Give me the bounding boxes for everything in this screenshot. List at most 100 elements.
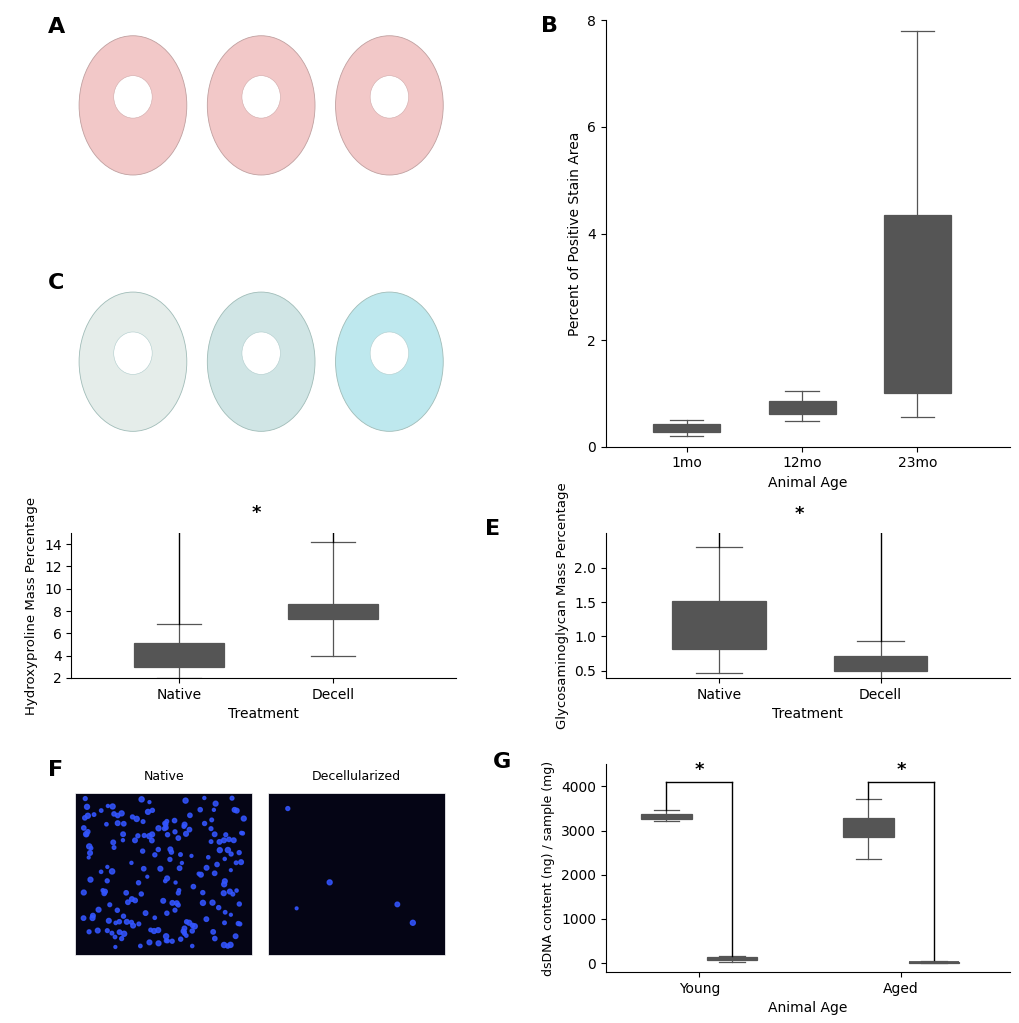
Point bbox=[111, 924, 127, 940]
Point bbox=[219, 938, 235, 954]
Point bbox=[147, 847, 163, 863]
Point bbox=[97, 884, 113, 900]
Point bbox=[124, 809, 141, 826]
Point bbox=[77, 791, 94, 807]
Point bbox=[115, 832, 131, 848]
Point bbox=[167, 824, 183, 840]
Text: A: A bbox=[48, 17, 65, 37]
Point bbox=[197, 815, 213, 832]
Point bbox=[155, 893, 171, 909]
Point bbox=[83, 872, 99, 888]
Point bbox=[206, 827, 222, 843]
Point bbox=[196, 790, 212, 806]
Text: G: G bbox=[492, 752, 511, 771]
Point bbox=[104, 798, 120, 814]
Point bbox=[222, 862, 238, 879]
PathPatch shape bbox=[652, 425, 719, 432]
Point bbox=[118, 914, 135, 930]
X-axis label: Treatment: Treatment bbox=[771, 707, 843, 721]
PathPatch shape bbox=[768, 401, 835, 413]
Point bbox=[104, 925, 120, 941]
Point bbox=[115, 815, 131, 832]
Point bbox=[150, 841, 166, 857]
Point bbox=[150, 922, 166, 938]
Point bbox=[78, 827, 95, 843]
Point bbox=[181, 821, 198, 838]
Point bbox=[135, 843, 151, 859]
Point bbox=[75, 819, 92, 836]
Point bbox=[158, 819, 174, 836]
Point bbox=[118, 885, 135, 901]
Point bbox=[177, 793, 194, 809]
Point bbox=[144, 833, 160, 849]
Point bbox=[158, 816, 174, 833]
Point bbox=[195, 885, 211, 901]
Point bbox=[279, 800, 296, 816]
Point bbox=[226, 802, 243, 818]
Point bbox=[144, 802, 160, 818]
Point bbox=[231, 896, 248, 913]
Point bbox=[82, 845, 98, 861]
Point bbox=[170, 885, 186, 901]
Point bbox=[90, 923, 106, 939]
Point bbox=[141, 794, 157, 810]
Ellipse shape bbox=[242, 76, 280, 118]
Point bbox=[81, 838, 97, 854]
Bar bbox=[267, 793, 444, 955]
Point bbox=[211, 834, 227, 850]
Point bbox=[176, 926, 193, 942]
Text: B: B bbox=[541, 16, 557, 36]
Ellipse shape bbox=[370, 332, 409, 374]
Point bbox=[220, 831, 236, 847]
Text: *: * bbox=[896, 761, 905, 780]
Point bbox=[177, 826, 194, 842]
Point bbox=[225, 832, 242, 848]
Ellipse shape bbox=[79, 36, 186, 175]
X-axis label: Treatment: Treatment bbox=[228, 707, 299, 721]
PathPatch shape bbox=[883, 215, 950, 394]
Ellipse shape bbox=[207, 293, 315, 432]
Point bbox=[78, 799, 95, 815]
Point bbox=[133, 886, 150, 902]
Point bbox=[150, 820, 166, 837]
Point bbox=[157, 873, 173, 889]
Point bbox=[86, 806, 102, 822]
Point bbox=[152, 860, 168, 877]
Point bbox=[159, 827, 175, 843]
Point bbox=[95, 882, 111, 898]
Point bbox=[223, 846, 239, 862]
Point bbox=[227, 854, 244, 871]
Point bbox=[75, 909, 92, 926]
Point bbox=[130, 875, 147, 891]
Point bbox=[203, 820, 219, 837]
Point bbox=[171, 860, 187, 877]
Point bbox=[79, 824, 96, 840]
Point bbox=[215, 885, 231, 901]
Point bbox=[216, 832, 232, 848]
Ellipse shape bbox=[242, 332, 280, 374]
Point bbox=[113, 931, 129, 947]
Point bbox=[102, 896, 118, 913]
Text: E: E bbox=[484, 519, 499, 539]
Point bbox=[93, 802, 109, 818]
Point bbox=[233, 825, 250, 841]
Point bbox=[138, 905, 154, 922]
Point bbox=[159, 933, 175, 949]
Point bbox=[99, 923, 115, 939]
Point bbox=[175, 818, 192, 835]
Point bbox=[186, 918, 203, 934]
Point bbox=[200, 849, 216, 865]
Point bbox=[167, 902, 183, 919]
Point bbox=[224, 886, 240, 902]
Point bbox=[222, 906, 238, 923]
Point bbox=[101, 913, 117, 929]
Point bbox=[184, 918, 201, 934]
Point bbox=[222, 937, 238, 953]
Point bbox=[119, 894, 136, 910]
X-axis label: Animal Age: Animal Age bbox=[767, 476, 847, 490]
Point bbox=[178, 928, 195, 944]
Point bbox=[126, 892, 143, 908]
Point bbox=[171, 882, 187, 898]
PathPatch shape bbox=[672, 601, 765, 649]
Point bbox=[164, 933, 180, 949]
